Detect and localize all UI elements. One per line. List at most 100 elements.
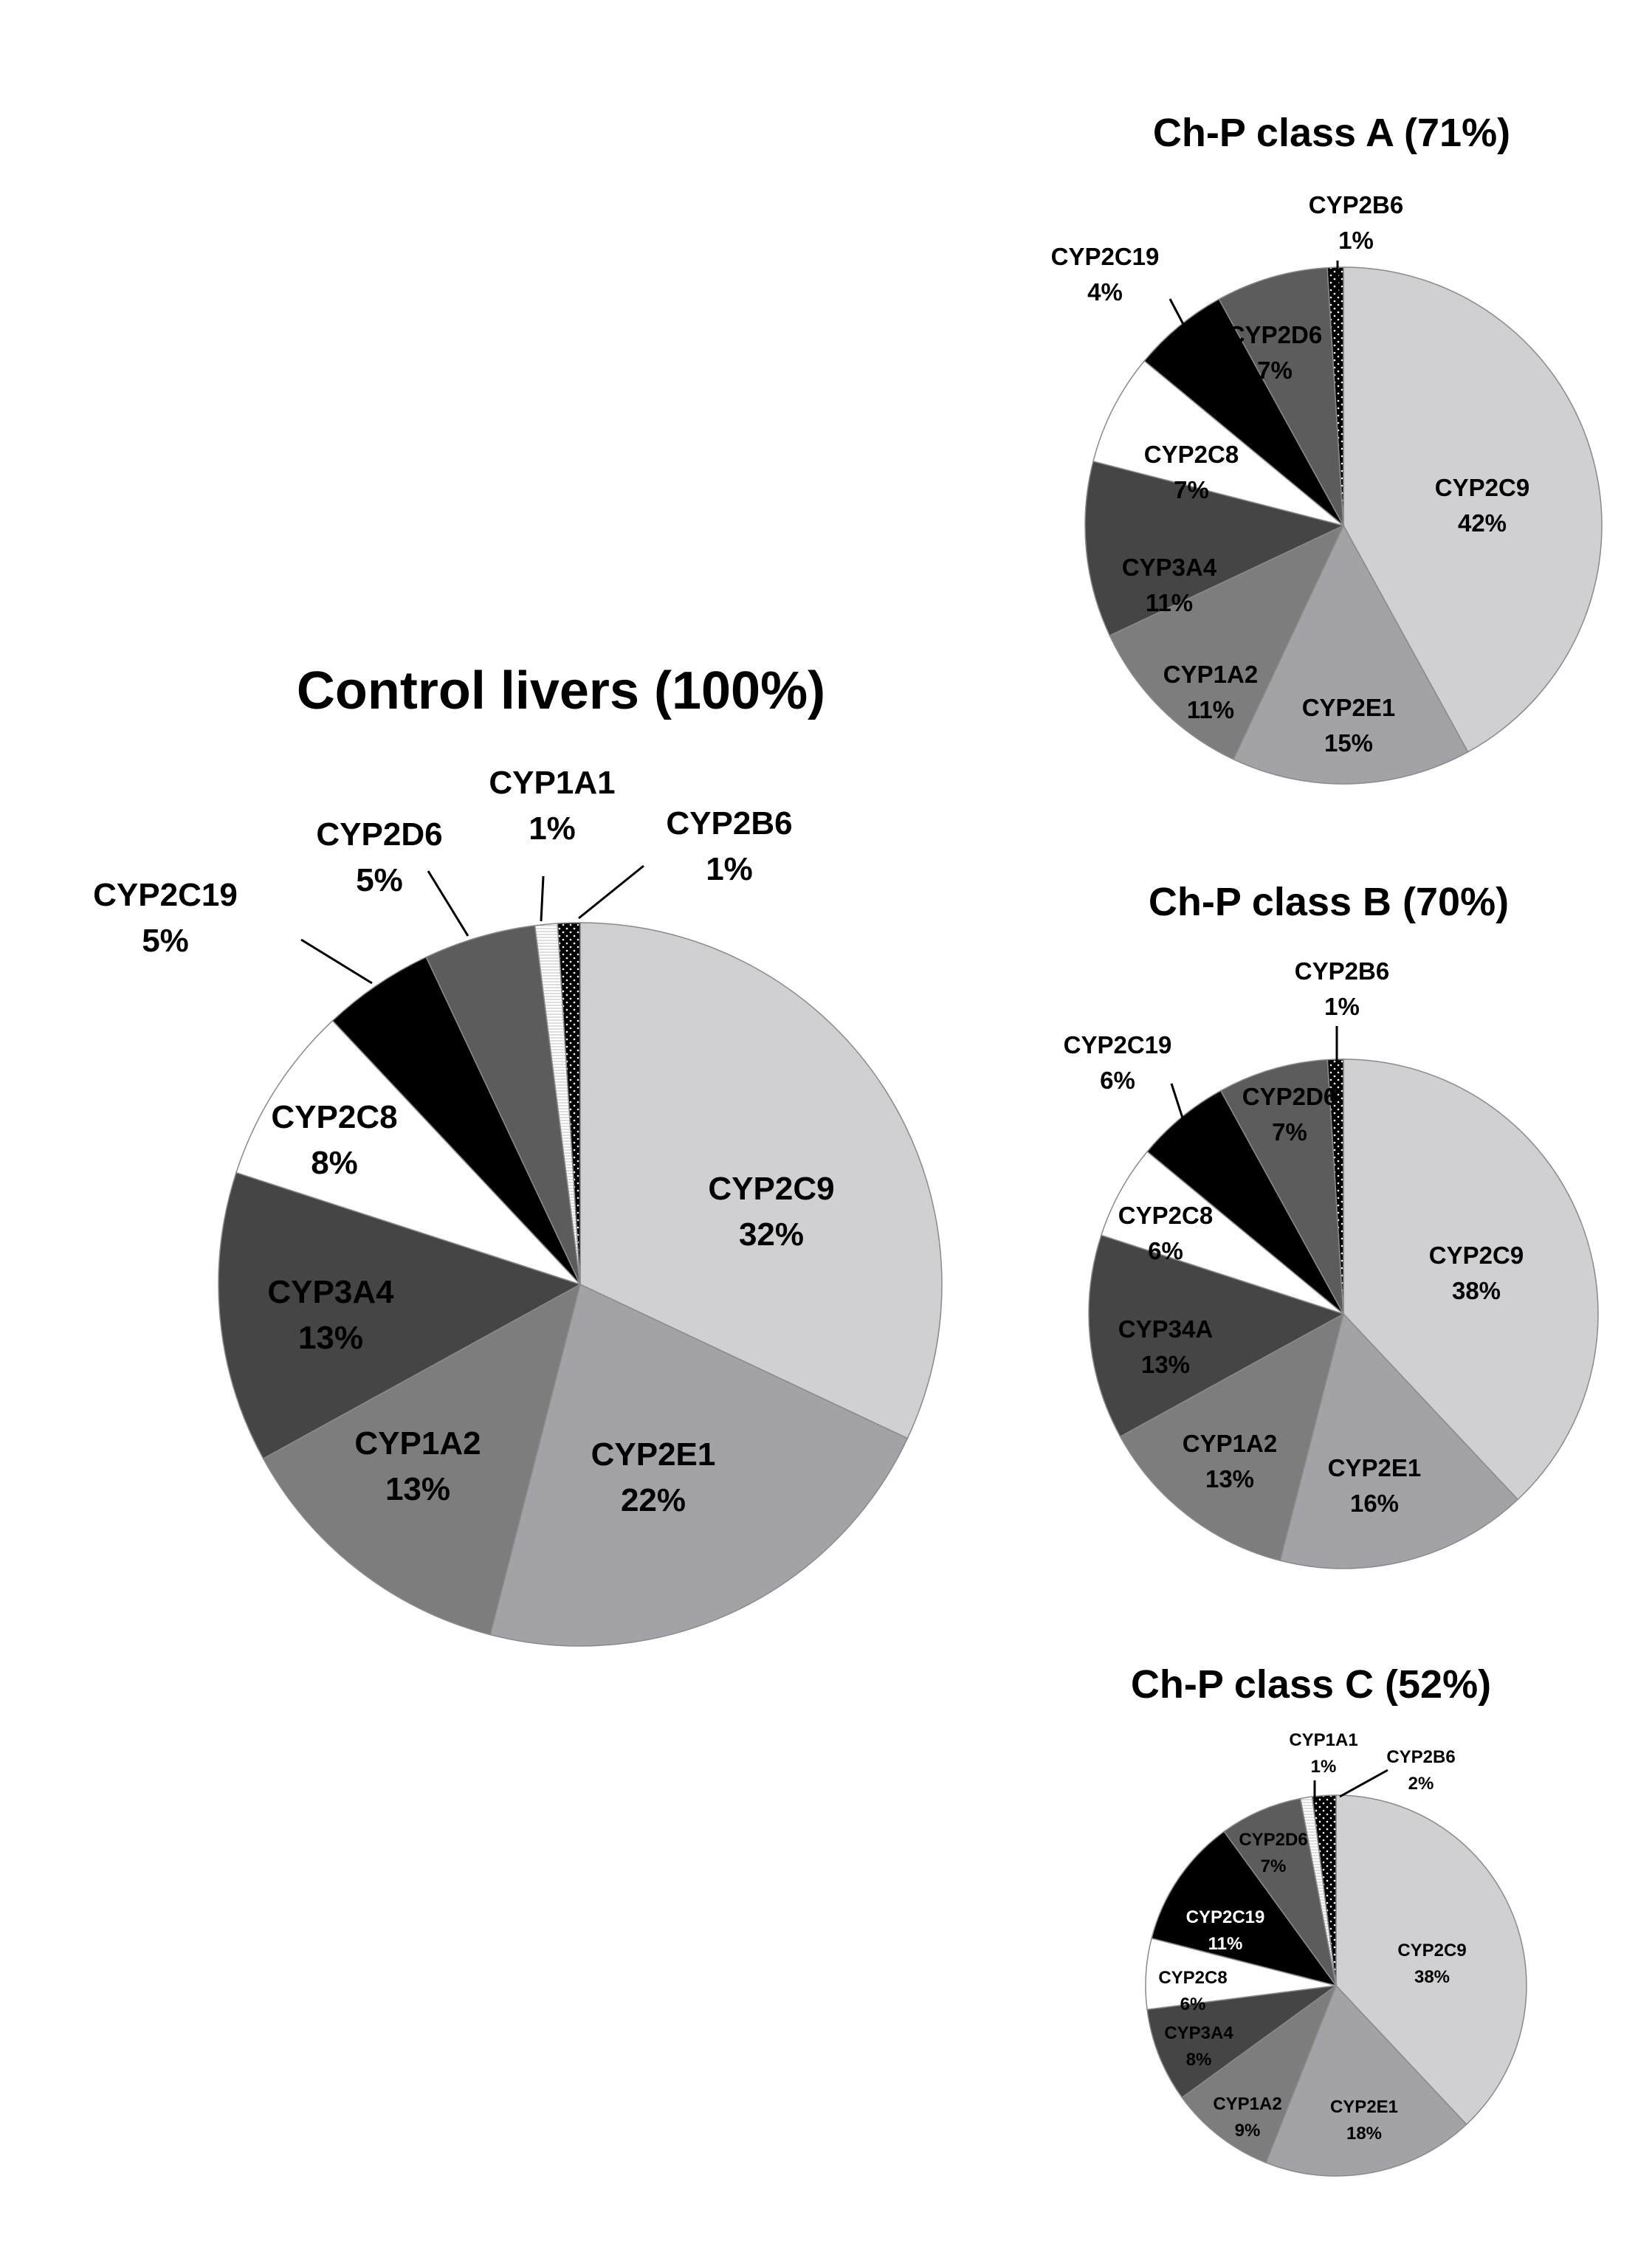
slice-percent-label: 8% [1186,2050,1212,2070]
pie-slice-cyp34a [1088,1234,1345,1438]
pie-slice-cyp1a2 [1109,524,1345,760]
chart-title: Ch-P class C (52%) [1131,1662,1491,1707]
slice-percent-label: 11% [1146,589,1193,616]
pie-slice-cyp2e1 [1232,524,1469,785]
pie-slice-cyp2c19 [1151,1831,1338,1987]
chart-title: Control livers (100%) [297,661,825,720]
pie-slice-cyp2b6 [1326,1058,1344,1315]
slice-name-label: CYP2C9 [1429,1242,1524,1269]
pie-slices [1084,266,1603,785]
slice-percent-label: 5% [356,862,403,898]
slice-percent-label: 5% [142,923,189,959]
slice-percent-label: 1% [529,810,576,847]
slice-percent-label: 16% [1350,1490,1399,1517]
slice-percent-label: 1% [1324,993,1360,1020]
slice-label-cyp1a1: CYP1A1 1% [1289,1730,1357,1777]
slice-label-cyp2d6: CYP2D6 5% [316,816,442,898]
slice-label-cyp1a2: CYP1A2 13% [1183,1430,1277,1493]
leader-line-cyp2d6 [427,870,469,937]
pie-slice-cyp3a4 [218,1171,582,1460]
slice-label-cyp2d6: CYP2D6 7% [1242,1083,1337,1146]
pie-slice-cyp2e1 [1265,1984,1467,2177]
slice-name-label: CYP2C9 [708,1171,834,1207]
slice-percent-label: 13% [1141,1351,1190,1378]
slice-name-label: CYP2B6 [1295,957,1389,985]
slice-percent-label: 7% [1272,1118,1307,1146]
pie-slice-cyp2c8 [235,1019,581,1285]
slice-name-label: CYP2C8 [1118,1202,1213,1229]
pie-slice-cyp2d6 [1219,1058,1344,1315]
slice-percent-label: 7% [1174,476,1209,503]
slice-name-label: CYP2E1 [1302,694,1396,721]
slice-percent-label: 4% [1087,278,1123,306]
slice-name-label: CYP1A1 [489,765,615,801]
slice-percent-label: 15% [1324,729,1373,757]
pie-slice-cyp2c9 [1343,266,1603,753]
slice-name-label: CYP3A4 [267,1274,394,1310]
slice-name-label: CYP2C19 [1186,1907,1265,1927]
slice-percent-label: 1% [706,851,753,887]
slice-label-cyp2e1: CYP2E1 15% [1302,694,1396,757]
pie-slice-cyp1a2 [262,1283,582,1636]
pie-slice-cyp1a2 [1181,1983,1338,2163]
slice-label-cyp1a2: CYP1A2 11% [1163,661,1258,723]
slice-percent-label: 7% [1257,357,1293,384]
slice-label-cyp2b6: CYP2B6 1% [666,805,792,887]
slice-label-cyp2c9: CYP2C9 42% [1435,474,1529,537]
pie-slices [218,922,943,1647]
pie-slice-cyp2d6 [425,925,581,1285]
pie-slice-cyp2e1 [489,1283,909,1647]
slice-label-cyp2c9: CYP2C9 32% [708,1171,834,1253]
pie-slice-cyp2d6 [1223,1797,1337,1986]
slice-label-cyp2c19: CYP2C19 6% [1064,1031,1172,1094]
slice-percent-label: 9% [1235,2121,1261,2141]
slice-name-label: CYP2C9 [1397,1941,1466,1961]
slice-percent-label: 38% [1414,1967,1450,1987]
chart-title: Ch-P class A (71%) [1153,111,1510,155]
slice-label-cyp2c19: CYP2C19 4% [1051,243,1160,306]
slice-label-cyp2e1: CYP2E1 18% [1330,2097,1398,2144]
slice-label-cyp1a2: CYP1A2 9% [1213,2094,1281,2141]
pie-slices [1145,1794,1527,2177]
slice-label-cyp2e1: CYP2E1 22% [591,1436,716,1518]
pie-slice-cyp2c19 [1146,1089,1344,1315]
slice-percent-label: 8% [311,1145,358,1181]
chart-title: Ch-P class B (70%) [1149,880,1509,924]
slice-percent-label: 13% [298,1320,363,1356]
slice-name-label: CYP2B6 [666,805,792,841]
slice-label-cyp1a2: CYP1A2 13% [354,1425,481,1507]
pie-slice-cyp2c9 [1343,1058,1599,1501]
pie-slice-cyp2c8 [1092,359,1344,526]
slice-name-label: CYP2B6 [1386,1747,1455,1767]
pie-slice-cyp2b6 [557,922,581,1285]
slice-label-cyp2b6: CYP2B6 1% [1295,957,1389,1020]
pie-slice-cyp2c19 [331,956,581,1285]
slice-name-label: CYP1A2 [1163,661,1258,688]
slice-name-label: CYP2B6 [1309,191,1403,218]
slice-name-label: CYP2C8 [271,1099,397,1135]
slice-percent-label: 13% [1205,1465,1254,1493]
slice-name-label: CYP1A2 [354,1425,481,1462]
slice-percent-label: 42% [1458,509,1507,537]
slice-name-label: CYP2C8 [1158,1968,1227,1988]
slice-label-cyp2c8: CYP2C8 6% [1118,1202,1213,1264]
slice-label-cyp2c9: CYP2C9 38% [1397,1941,1466,1987]
slice-label-cyp2c8: CYP2C8 6% [1158,1968,1227,2014]
pie-slice-cyp2d6 [1218,266,1344,526]
slice-percent-label: 6% [1180,1994,1206,2014]
leader-line-cyp2b6 [578,864,644,920]
slice-name-label: CYP2C19 [93,877,238,913]
slice-percent-label: 11% [1187,696,1234,723]
pie-slice-cyp2c8 [1100,1151,1344,1315]
pie-slice-cyp1a2 [1119,1312,1345,1562]
slice-percent-label: 1% [1311,1757,1337,1777]
slice-label-cyp2d6: CYP2D6 7% [1228,321,1322,384]
slice-percent-label: 11% [1208,1934,1243,1954]
slice-name-label: CYP2C19 [1064,1031,1172,1058]
slice-percent-label: 7% [1261,1856,1287,1876]
pie-slice-cyp2b6 [1311,1794,1337,1986]
slice-name-label: CYP2E1 [1330,2097,1398,2117]
slice-label-cyp2c8: CYP2C8 8% [271,1099,397,1181]
slice-name-label: CYP34A [1118,1315,1213,1343]
